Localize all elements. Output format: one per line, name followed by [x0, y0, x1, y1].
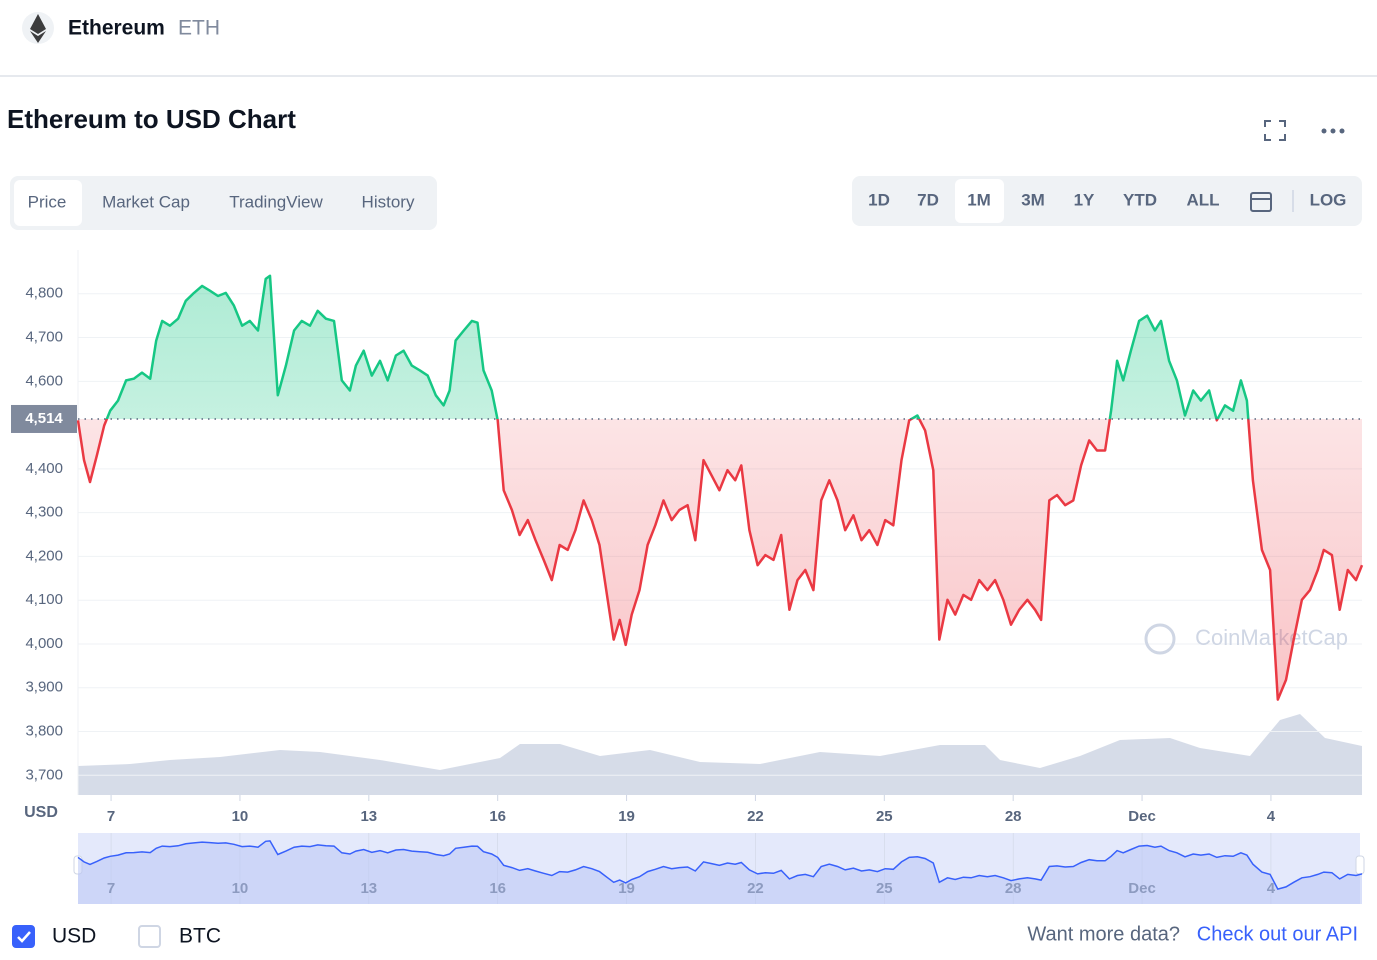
range-button[interactable]: 3M	[1021, 190, 1045, 209]
y-tick-label: 4,400	[25, 460, 63, 477]
x-tick-label: 4	[1267, 808, 1276, 825]
range-button[interactable]: ALL	[1186, 190, 1219, 209]
y-tick-label: 3,700	[25, 766, 63, 783]
chart-title: Ethereum to USD Chart	[7, 104, 296, 134]
range-button[interactable]: 1D	[868, 190, 890, 209]
navigator-line	[77, 840, 1363, 890]
checkbox-label[interactable]: USD	[52, 925, 96, 948]
y-tick-label: 4,000	[25, 635, 63, 652]
coin-name: Ethereum	[68, 17, 165, 40]
more-button[interactable]	[1321, 128, 1345, 134]
x-tick-label: 19	[618, 808, 635, 825]
api-link[interactable]: Check out our API	[1197, 923, 1358, 945]
x-tick-label: 10	[232, 808, 249, 825]
fullscreen-button[interactable]	[1264, 120, 1286, 141]
checkbox[interactable]	[12, 925, 35, 948]
checkbox-label[interactable]: BTC	[179, 925, 221, 948]
area-below	[78, 418, 1362, 700]
coin-symbol: ETH	[178, 17, 220, 40]
y-tick-label: 3,900	[25, 679, 63, 696]
navigator-handle-right[interactable]	[1355, 855, 1365, 875]
x-tick-label: 28	[1005, 808, 1022, 825]
range-button[interactable]: 1M	[967, 190, 991, 209]
dot	[1321, 128, 1327, 134]
y-tick-label: 4,200	[25, 547, 63, 564]
tab[interactable]: Price	[28, 192, 67, 211]
y-tick-label: 4,600	[25, 372, 63, 389]
tab-selected-bg	[14, 180, 82, 226]
x-tick-label: 16	[489, 808, 506, 825]
watermark-logo	[1144, 623, 1176, 655]
x-tick-label: 13	[360, 808, 377, 825]
calendar-icon	[1250, 192, 1272, 212]
checkmark	[17, 931, 31, 943]
x-tick-label: 25	[876, 808, 893, 825]
y-axis-label: USD	[24, 804, 58, 821]
eth-icon-lower	[30, 31, 46, 43]
range-button[interactable]: 7D	[917, 190, 939, 209]
footer-text: Want more data?	[1027, 923, 1180, 945]
volume-area	[78, 714, 1362, 795]
reference-label-bg	[11, 404, 77, 433]
watermark: CoinMarketCap	[1195, 625, 1348, 650]
navigator-area	[78, 840, 1362, 904]
x-tick-label: 7	[107, 808, 115, 825]
range-button[interactable]: YTD	[1123, 190, 1157, 209]
y-tick-label: 4,300	[25, 504, 63, 521]
y-tick-label: 4,700	[25, 329, 63, 346]
tab[interactable]: Market Cap	[102, 192, 190, 211]
price-line	[76, 274, 1364, 701]
x-tick-label: 22	[747, 808, 764, 825]
checkbox[interactable]	[138, 925, 161, 948]
dot	[1339, 128, 1345, 134]
x-tick-label: Dec	[1128, 808, 1156, 825]
tab[interactable]: History	[362, 192, 415, 211]
reference-label: 4,514	[25, 410, 63, 427]
y-tick-label: 4,800	[25, 285, 63, 302]
eth-icon	[30, 14, 46, 34]
log-button[interactable]: LOG	[1310, 190, 1347, 209]
calendar-button[interactable]	[1250, 192, 1272, 212]
tab[interactable]: TradingView	[229, 192, 323, 211]
area-above	[106, 275, 1249, 419]
header-bar	[0, 0, 1377, 76]
fullscreen-icon	[1264, 120, 1286, 141]
dot	[1330, 128, 1336, 134]
range-button[interactable]: 1Y	[1074, 190, 1095, 209]
tab-group	[10, 176, 437, 230]
y-tick-label: 4,100	[25, 591, 63, 608]
y-tick-label: 3,800	[25, 722, 63, 739]
range-selected-bg	[955, 179, 1004, 223]
